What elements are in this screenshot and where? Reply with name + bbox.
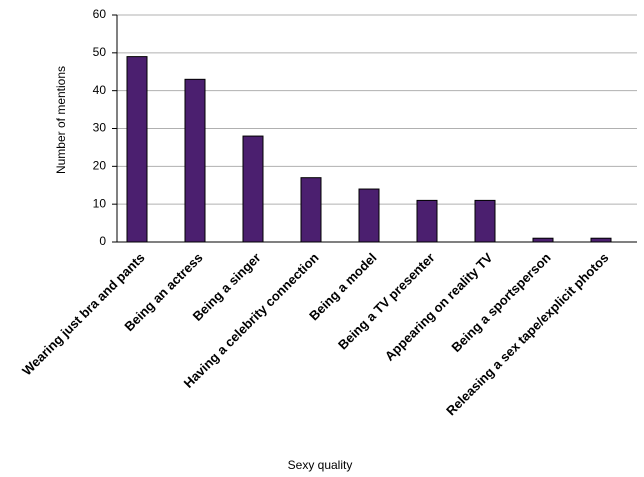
x-tick-label: Being a TV presenter [335, 250, 438, 353]
bar [474, 199, 496, 243]
x-tick-label: Wearing just bra and pants [19, 250, 147, 378]
y-tick-label: 30 [93, 121, 107, 135]
x-axis-title: Sexy quality [288, 458, 353, 472]
bar [300, 177, 322, 243]
y-tick-label: 60 [93, 7, 107, 21]
x-tick-label: Appearing on reality TV [382, 250, 496, 364]
y-tick-label: 20 [93, 159, 107, 173]
bar [242, 135, 264, 243]
y-tick-label: 10 [93, 196, 107, 210]
bar [590, 237, 612, 243]
x-tick-label: Being a sportsperson [448, 250, 553, 355]
y-tick-label: 50 [93, 45, 107, 59]
bar [126, 56, 148, 243]
bar [184, 78, 206, 243]
bar [416, 199, 438, 243]
y-axis-title: Number of mentions [54, 66, 68, 174]
bar [358, 188, 380, 243]
y-tick-label: 0 [99, 234, 106, 248]
y-tick-label: 40 [93, 83, 107, 97]
bar [532, 237, 554, 243]
